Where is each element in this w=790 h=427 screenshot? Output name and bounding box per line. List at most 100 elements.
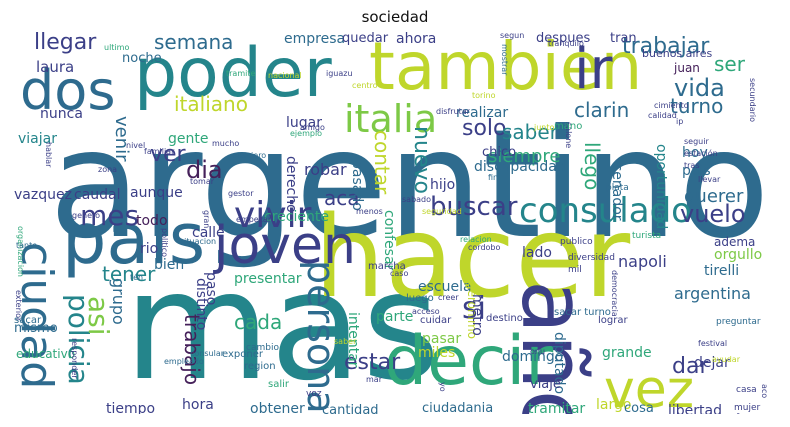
- word-6: decir: [384, 322, 554, 401]
- word-59: nunca: [40, 106, 83, 122]
- word-65: derecho: [283, 156, 299, 213]
- word-163: organizacion: [16, 226, 25, 278]
- word-124: empleado: [164, 357, 204, 366]
- word-180: fin: [488, 173, 499, 182]
- word-21: llegar: [34, 32, 97, 55]
- word-49: quedar: [342, 32, 389, 46]
- word-195: ejemplo: [290, 129, 323, 138]
- word-82: argentina: [674, 284, 751, 303]
- word-164: tanto: [16, 241, 38, 250]
- word-139: plata: [606, 183, 629, 193]
- word-181: gran: [202, 210, 211, 229]
- word-80: lado: [522, 245, 552, 261]
- word-31: saber: [502, 120, 558, 144]
- word-94: tiempo: [106, 401, 156, 414]
- word-4: tambien: [369, 32, 643, 105]
- word-8: pais: [62, 198, 206, 280]
- word-161: ip: [676, 117, 684, 126]
- word-12: consulado: [519, 191, 692, 231]
- word-22: semana: [154, 32, 234, 54]
- word-95: hora: [182, 397, 214, 413]
- word-174: relacion: [460, 235, 492, 244]
- word-116: caso: [390, 269, 409, 278]
- word-190: saber: [334, 337, 357, 346]
- word-141: mucho: [212, 139, 240, 148]
- word-75: calle: [192, 225, 225, 241]
- word-86: tirelli: [704, 263, 740, 279]
- word-53: buenos aires: [642, 47, 713, 60]
- word-2: hacer: [314, 193, 631, 323]
- word-125: consular: [190, 349, 225, 358]
- word-58: viajar: [18, 131, 57, 147]
- word-30: si: [462, 291, 486, 326]
- word-159: calidad: [648, 111, 677, 120]
- word-83: escuela: [418, 279, 472, 295]
- word-33: nuevo: [409, 126, 434, 194]
- word-172: turista: [632, 231, 662, 241]
- word-183: creer: [438, 293, 459, 302]
- word-68: hoy: [682, 145, 708, 161]
- word-19: buscar: [430, 192, 518, 222]
- word-10: dos: [20, 59, 116, 122]
- word-166: responder: [70, 338, 79, 379]
- word-63: todo: [136, 213, 168, 229]
- word-157: tranquilo: [548, 39, 584, 48]
- word-cloud: argentino mas hacer poder tambien año decir vez…: [14, 32, 776, 414]
- word-151: ultimo: [104, 43, 130, 52]
- word-179: mano: [554, 121, 583, 132]
- word-115: marcha: [368, 261, 406, 272]
- word-84: adema: [714, 235, 756, 249]
- word-133: preguntar: [716, 317, 761, 327]
- word-189: tén: [130, 273, 144, 282]
- word-146: situacion: [180, 237, 217, 246]
- word-41: tener: [102, 262, 156, 286]
- word-165: genero: [72, 211, 100, 220]
- word-55: realizar: [456, 105, 509, 121]
- word-194: centro: [352, 81, 378, 90]
- word-176: sabado: [402, 195, 432, 204]
- word-71: oportunidad: [653, 144, 669, 230]
- word-104: mismo: [14, 321, 58, 336]
- word-11: ir: [574, 37, 613, 102]
- word-52: tran: [610, 32, 637, 46]
- word-25: turno: [670, 94, 724, 118]
- word-110: paso: [203, 272, 219, 306]
- word-145: empezar: [236, 215, 272, 224]
- word-186: mar: [366, 375, 382, 384]
- word-85: orgullo: [714, 247, 763, 263]
- word-16: vivir: [234, 195, 312, 236]
- word-106: region: [244, 361, 276, 372]
- word-29: ver: [150, 142, 186, 167]
- word-117: cuidar: [420, 315, 452, 326]
- word-35: llego: [580, 142, 604, 191]
- word-108: grupo: [109, 278, 128, 325]
- word-72: discapacidad: [474, 159, 566, 175]
- word-57: gente: [168, 131, 209, 147]
- word-48: empresa: [284, 32, 346, 47]
- word-42: dar: [672, 354, 709, 379]
- word-60: vazquez: [14, 187, 72, 203]
- word-171: democracia: [610, 270, 619, 317]
- word-76: rio: [140, 241, 159, 257]
- word-150: nivel: [126, 141, 146, 150]
- word-170: mil: [568, 265, 582, 275]
- word-90: domingo: [502, 349, 564, 365]
- word-96: obtener: [250, 401, 305, 414]
- word-187: yo: [438, 382, 447, 392]
- word-50: ahora: [396, 32, 437, 47]
- word-143: tomar: [190, 177, 215, 186]
- word-45: venir: [111, 116, 132, 162]
- word-64: robar: [304, 160, 347, 179]
- word-87: parte: [376, 309, 414, 325]
- word-73: chico: [482, 145, 517, 160]
- word-9: joven: [214, 216, 356, 276]
- word-114: luego: [406, 293, 434, 304]
- word-153: iguazu: [326, 69, 353, 78]
- word-78: presentar: [234, 271, 302, 287]
- word-123: voz: [306, 389, 322, 399]
- word-54: juan: [674, 61, 700, 75]
- word-24: vida: [674, 74, 725, 102]
- word-120: exponer: [222, 349, 263, 360]
- word-169: diversidad: [568, 253, 615, 263]
- word-23: italiano: [174, 92, 248, 116]
